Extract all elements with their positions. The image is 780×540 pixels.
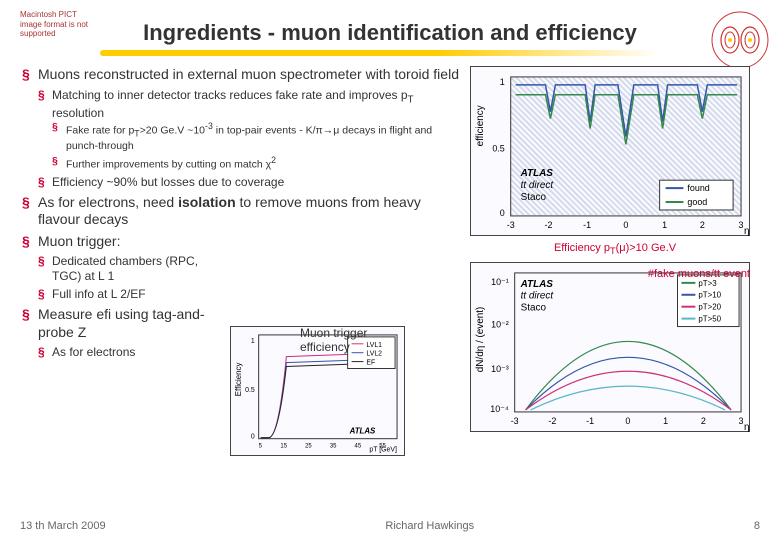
footer-page: 8 bbox=[754, 520, 760, 532]
bullet-3-1: Dedicated chambers (RPC, TGC) at L 1 bbox=[38, 254, 218, 284]
footer: 13 th March 2009 Richard Hawkings 8 bbox=[20, 520, 760, 532]
bullet-3-2: Full info at L 2/EF bbox=[38, 287, 218, 302]
svg-text:0.5: 0.5 bbox=[492, 143, 504, 153]
slide-title: Ingredients - muon identification and ef… bbox=[20, 20, 760, 46]
image-placeholder: Macintosh PICT image format is not suppo… bbox=[20, 10, 90, 39]
efficiency-chart: 0 0.5 1 -3 -2 -1 0 1 2 3 η efficiency bbox=[470, 66, 750, 236]
footer-author: Richard Hawkings bbox=[385, 520, 474, 532]
svg-text:0: 0 bbox=[251, 434, 255, 441]
svg-text:tt direct: tt direct bbox=[521, 291, 555, 302]
svg-text:pT>3: pT>3 bbox=[698, 279, 717, 288]
svg-text:2: 2 bbox=[701, 416, 706, 426]
footer-date: 13 th March 2009 bbox=[20, 520, 106, 532]
svg-text:dN/dη / (event): dN/dη / (event) bbox=[475, 307, 486, 373]
svg-text:1: 1 bbox=[251, 338, 255, 345]
svg-text:ATLAS: ATLAS bbox=[520, 168, 554, 179]
svg-text:good: good bbox=[687, 197, 707, 207]
svg-text:5: 5 bbox=[259, 444, 263, 450]
svg-text:η: η bbox=[744, 422, 749, 432]
svg-text:0: 0 bbox=[623, 220, 628, 230]
bullet-1-1-1: Fake rate for pT>20 Ge.V ~10-3 in top-pa… bbox=[52, 121, 466, 153]
svg-text:Efficiency: Efficiency bbox=[234, 363, 243, 397]
svg-text:1: 1 bbox=[663, 416, 668, 426]
svg-text:-2: -2 bbox=[544, 220, 552, 230]
svg-text:found: found bbox=[687, 183, 709, 193]
svg-text:10⁻¹: 10⁻¹ bbox=[491, 277, 509, 287]
bullet-3: Muon trigger: Dedicated chambers (RPC, T… bbox=[22, 233, 466, 303]
bullet-1-1-2: Further improvements by cutting on match… bbox=[52, 155, 466, 172]
svg-text:Staco: Staco bbox=[521, 303, 547, 314]
svg-text:35: 35 bbox=[330, 444, 337, 450]
svg-text:25: 25 bbox=[305, 444, 312, 450]
svg-text:55: 55 bbox=[379, 444, 386, 450]
svg-text:ATLAS: ATLAS bbox=[520, 279, 554, 290]
caption-bottom: #fake muons/tt event bbox=[648, 268, 750, 280]
svg-text:45: 45 bbox=[355, 444, 362, 450]
svg-text:-3: -3 bbox=[511, 416, 519, 426]
bullet-4: Measure efi using tag-and-probe Z As for… bbox=[22, 306, 222, 360]
svg-text:efficiency: efficiency bbox=[475, 105, 486, 146]
caption-top: Efficiency pT(μ)>10 Ge.V bbox=[470, 242, 760, 256]
svg-text:ATLAS: ATLAS bbox=[349, 427, 376, 436]
svg-text:15: 15 bbox=[280, 444, 287, 450]
svg-text:1: 1 bbox=[662, 220, 667, 230]
fake-rate-chart: 10⁻⁴ 10⁻³ 10⁻² 10⁻¹ -3 -2 -1 0 1 2 3 η d… bbox=[470, 262, 750, 432]
bullet-1-1: Matching to inner detector tracks reduce… bbox=[38, 88, 466, 172]
svg-text:-2: -2 bbox=[548, 416, 556, 426]
svg-text:Staco: Staco bbox=[521, 192, 547, 203]
svg-text:pT>50: pT>50 bbox=[698, 315, 721, 324]
bullet-1: Muons reconstructed in external muon spe… bbox=[22, 66, 466, 190]
svg-text:2: 2 bbox=[700, 220, 705, 230]
svg-text:0: 0 bbox=[625, 416, 630, 426]
svg-text:tt direct: tt direct bbox=[521, 180, 555, 191]
svg-text:3: 3 bbox=[739, 416, 744, 426]
svg-text:-3: -3 bbox=[507, 220, 515, 230]
svg-text:1: 1 bbox=[500, 77, 505, 87]
svg-text:pT>10: pT>10 bbox=[698, 291, 721, 300]
bullet-1-2: Efficiency ~90% but losses due to covera… bbox=[38, 175, 466, 190]
atlas-logo bbox=[710, 10, 770, 70]
svg-text:EF: EF bbox=[366, 360, 375, 367]
svg-text:pT>20: pT>20 bbox=[698, 303, 721, 312]
svg-text:η: η bbox=[744, 226, 749, 236]
svg-text:0.5: 0.5 bbox=[245, 387, 255, 394]
svg-text:0: 0 bbox=[500, 208, 505, 218]
svg-text:3: 3 bbox=[739, 220, 744, 230]
svg-text:10⁻³: 10⁻³ bbox=[491, 364, 509, 374]
svg-text:-1: -1 bbox=[586, 416, 594, 426]
svg-text:10⁻⁴: 10⁻⁴ bbox=[490, 404, 509, 414]
svg-text:10⁻²: 10⁻² bbox=[491, 320, 509, 330]
title-underline bbox=[100, 50, 660, 56]
svg-text:-1: -1 bbox=[583, 220, 591, 230]
embed-caption: Muon trigger efficiency bbox=[300, 326, 410, 355]
bullet-2: As for electrons, need isolation to remo… bbox=[22, 194, 466, 229]
bullet-4-1: As for electrons bbox=[38, 345, 222, 360]
